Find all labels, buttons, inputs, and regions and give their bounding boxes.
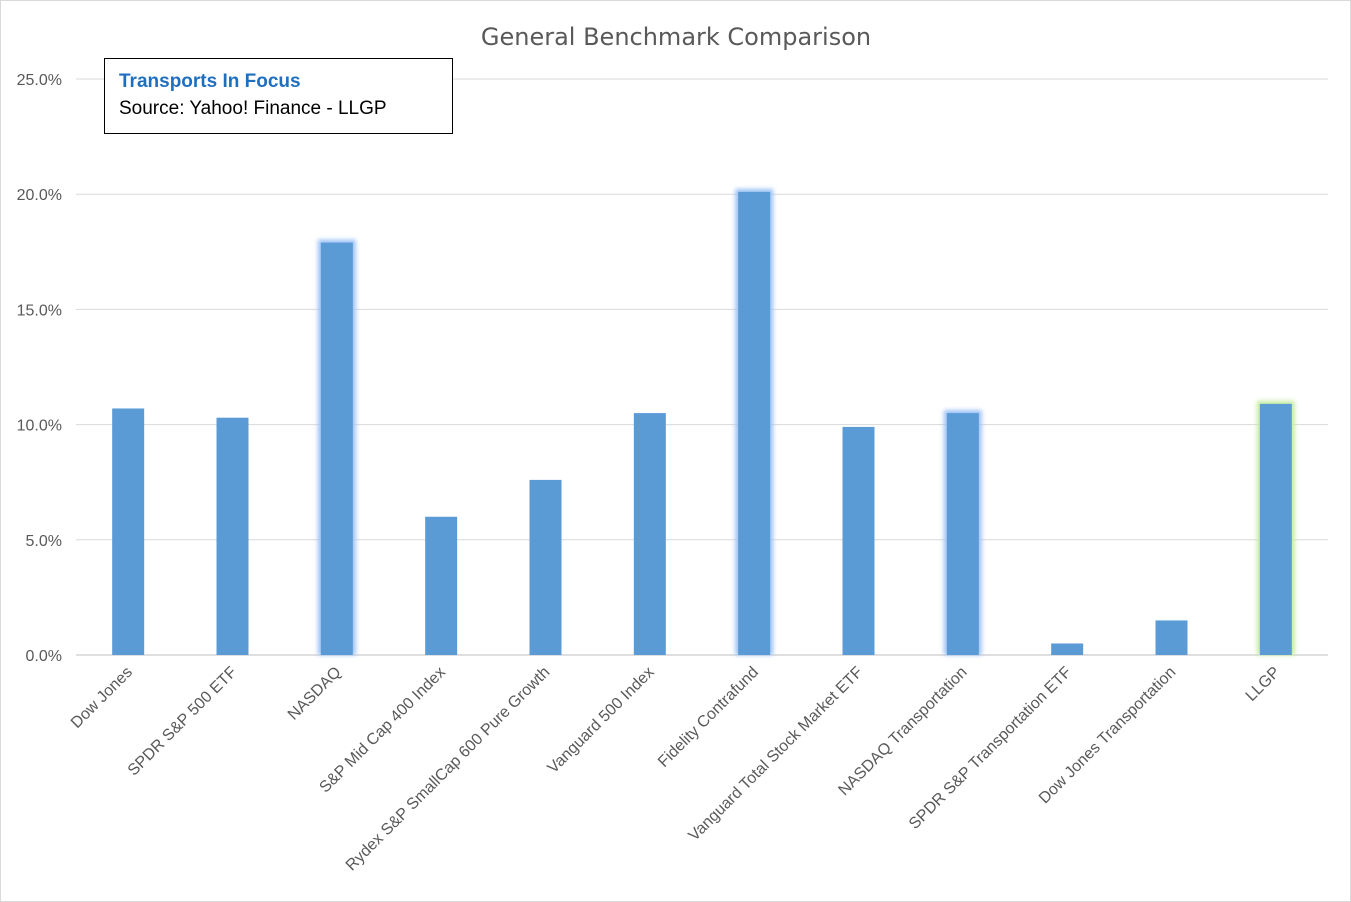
bar [112,408,145,655]
bar [529,479,562,655]
bar [425,516,458,655]
x-tick-label: NASDAQ [285,664,345,724]
bar [1051,643,1084,655]
annotation-box: Transports In Focus Source: Yahoo! Finan… [104,58,453,134]
x-tick-label: LLGP [1243,664,1284,705]
gridlines [76,78,1328,656]
x-tick-label: Rydex S&P SmallCap 600 Pure Growth [343,664,554,875]
y-tick-label: 25.0% [17,72,62,89]
x-tick-label: SPDR S&P 500 ETF [125,664,241,780]
bar [946,413,979,655]
bar [738,191,771,655]
annotation-title: Transports In Focus [119,71,301,92]
bar [633,413,666,655]
bar [216,417,249,655]
chart-title: General Benchmark Comparison [481,23,871,51]
bar [842,426,875,655]
x-tick-label: Dow Jones [68,664,136,732]
annotation-source: Source: Yahoo! Finance - LLGP [119,98,387,119]
y-tick-label: 5.0% [26,533,62,550]
y-tick-label: 0.0% [26,648,62,665]
y-axis-ticks: 0.0% 5.0% 10.0% 15.0% 20.0% 25.0% [17,72,62,665]
y-tick-label: 15.0% [17,302,62,319]
bars [112,188,1295,656]
bar [320,242,353,656]
x-tick-label: Fidelity Contrafund [655,664,762,771]
y-tick-label: 20.0% [17,187,62,204]
bar [1155,620,1188,655]
y-tick-label: 10.0% [17,418,62,435]
bar [1259,403,1292,655]
x-tick-label: Vanguard 500 Index [545,664,658,777]
x-tick-label: Vanguard Total Stock Market ETF [686,664,867,845]
x-tick-label: SPDR S&P Transportation ETF [906,664,1075,833]
